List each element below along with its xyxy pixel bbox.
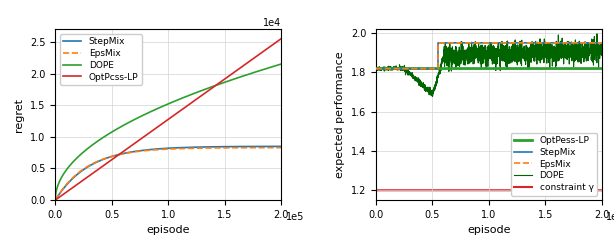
X-axis label: episode: episode xyxy=(146,225,190,235)
StepMix xyxy=(591,41,599,44)
constraint γ xyxy=(598,189,605,192)
constraint γ xyxy=(482,189,489,192)
EpsMix xyxy=(482,41,489,44)
OptPess-LP xyxy=(476,67,483,70)
OptPcss-LP xyxy=(231,70,239,73)
DOPE xyxy=(550,51,558,54)
DOPE xyxy=(591,52,599,55)
StepMix xyxy=(207,145,214,148)
DOPE xyxy=(476,48,483,51)
StepMix xyxy=(592,41,599,44)
Legend: OptPess-LP, StepMix, EpsMix, DOPE, constraint γ: OptPess-LP, StepMix, EpsMix, DOPE, const… xyxy=(511,132,597,196)
OptPess-LP xyxy=(372,67,379,70)
Line: EpsMix: EpsMix xyxy=(376,43,602,69)
Legend: StepMix, EpsMix, DOPE, OptPcss-LP: StepMix, EpsMix, DOPE, OptPcss-LP xyxy=(60,34,142,85)
OptPess-LP xyxy=(482,67,489,70)
DOPE xyxy=(207,86,214,89)
EpsMix xyxy=(591,41,599,44)
Line: EpsMix: EpsMix xyxy=(55,148,281,200)
EpsMix xyxy=(434,41,441,44)
X-axis label: episode: episode xyxy=(467,225,511,235)
Line: DOPE: DOPE xyxy=(55,64,281,200)
StepMix xyxy=(278,145,285,148)
EpsMix xyxy=(207,146,214,149)
OptPess-LP xyxy=(591,67,599,70)
DOPE xyxy=(231,77,239,80)
OptPess-LP xyxy=(550,67,558,70)
EpsMix xyxy=(228,146,235,149)
OptPcss-LP xyxy=(207,88,214,91)
EpsMix xyxy=(372,67,379,70)
EpsMix xyxy=(476,41,483,44)
StepMix xyxy=(384,67,391,70)
OptPcss-LP xyxy=(228,73,235,76)
Text: 1e5: 1e5 xyxy=(606,212,614,222)
StepMix xyxy=(476,41,483,44)
EpsMix xyxy=(151,148,158,151)
EpsMix xyxy=(231,146,239,149)
OptPcss-LP xyxy=(75,182,82,185)
StepMix xyxy=(372,67,379,70)
EpsMix xyxy=(592,41,599,44)
StepMix xyxy=(434,41,441,44)
Text: 1e4: 1e4 xyxy=(263,18,281,28)
DOPE xyxy=(429,95,436,98)
DOPE xyxy=(75,155,82,158)
DOPE xyxy=(593,32,600,35)
EpsMix xyxy=(143,149,150,152)
Line: OptPcss-LP: OptPcss-LP xyxy=(55,39,281,200)
EpsMix xyxy=(598,41,605,44)
constraint γ xyxy=(476,189,483,192)
StepMix xyxy=(482,41,489,44)
StepMix xyxy=(151,148,158,151)
constraint γ xyxy=(550,189,558,192)
StepMix xyxy=(75,172,82,175)
StepMix xyxy=(143,148,150,151)
DOPE xyxy=(482,57,489,60)
StepMix xyxy=(228,145,235,148)
Y-axis label: expected performance: expected performance xyxy=(335,51,345,178)
DOPE xyxy=(372,67,379,70)
OptPess-LP xyxy=(384,67,391,70)
DOPE xyxy=(228,79,235,81)
constraint γ xyxy=(591,189,599,192)
constraint γ xyxy=(591,189,599,192)
DOPE xyxy=(384,67,391,70)
EpsMix xyxy=(550,41,558,44)
StepMix xyxy=(52,199,59,202)
Line: StepMix: StepMix xyxy=(55,146,281,200)
StepMix xyxy=(231,145,239,148)
DOPE xyxy=(151,108,158,111)
Y-axis label: regret: regret xyxy=(15,98,25,132)
Text: 1e5: 1e5 xyxy=(286,212,304,222)
OptPcss-LP xyxy=(151,128,158,131)
EpsMix xyxy=(384,67,391,70)
EpsMix xyxy=(278,146,285,149)
OptPcss-LP xyxy=(52,199,59,202)
StepMix xyxy=(598,41,605,44)
constraint γ xyxy=(384,189,391,192)
OptPcss-LP xyxy=(143,133,150,136)
EpsMix xyxy=(52,199,59,202)
DOPE xyxy=(52,199,59,202)
constraint γ xyxy=(372,189,379,192)
DOPE xyxy=(598,53,605,56)
DOPE xyxy=(143,112,150,115)
DOPE xyxy=(278,63,285,66)
Line: DOPE: DOPE xyxy=(376,34,602,96)
DOPE xyxy=(592,48,599,51)
OptPcss-LP xyxy=(278,37,285,40)
OptPess-LP xyxy=(591,67,599,70)
StepMix xyxy=(550,41,558,44)
Line: StepMix: StepMix xyxy=(376,43,602,69)
EpsMix xyxy=(75,172,82,174)
OptPess-LP xyxy=(598,67,605,70)
